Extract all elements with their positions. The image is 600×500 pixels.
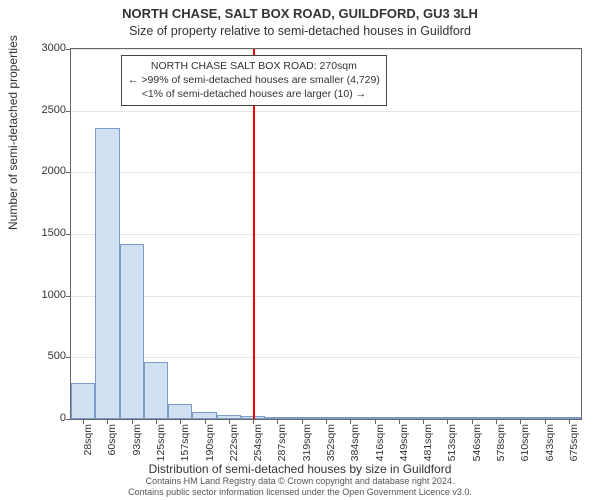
ytick-mark	[66, 172, 71, 173]
ytick-mark	[66, 49, 71, 50]
ytick-mark	[66, 111, 71, 112]
callout-line: ← >99% of semi-detached houses are small…	[128, 73, 380, 87]
histogram-bar	[120, 244, 144, 419]
ytick-mark	[66, 296, 71, 297]
ytick-label: 1500	[16, 227, 66, 239]
y-axis-label: Number of semi-detached properties	[6, 35, 20, 230]
ytick-label: 1000	[16, 289, 66, 301]
gridline	[71, 234, 581, 235]
gridline	[71, 49, 581, 50]
gridline	[71, 111, 581, 112]
ytick-mark	[66, 234, 71, 235]
ytick-label: 2000	[16, 165, 66, 177]
marker-callout: NORTH CHASE SALT BOX ROAD: 270sqm← >99% …	[121, 55, 387, 106]
footer-line-2: Contains public sector information licen…	[0, 487, 600, 498]
ytick-mark	[66, 357, 71, 358]
callout-line: <1% of semi-detached houses are larger (…	[128, 87, 380, 101]
histogram-bar	[144, 362, 168, 419]
histogram-bar	[168, 404, 192, 419]
ytick-label: 500	[16, 350, 66, 362]
chart-title-sub: Size of property relative to semi-detach…	[0, 24, 600, 38]
footer-attribution: Contains HM Land Registry data © Crown c…	[0, 476, 600, 498]
ytick-mark	[66, 419, 71, 420]
gridline	[71, 357, 581, 358]
histogram-bar	[71, 383, 95, 419]
gridline	[71, 172, 581, 173]
x-axis-label: Distribution of semi-detached houses by …	[0, 462, 600, 476]
footer-line-1: Contains HM Land Registry data © Crown c…	[0, 476, 600, 487]
plot-area: NORTH CHASE SALT BOX ROAD: 270sqm← >99% …	[70, 48, 582, 420]
chart-title-main: NORTH CHASE, SALT BOX ROAD, GUILDFORD, G…	[0, 6, 600, 21]
ytick-label: 3000	[16, 42, 66, 54]
ytick-label: 0	[16, 412, 66, 424]
histogram-bar	[192, 412, 216, 419]
ytick-label: 2500	[16, 104, 66, 116]
histogram-bar	[95, 128, 119, 419]
chart-container: NORTH CHASE, SALT BOX ROAD, GUILDFORD, G…	[0, 0, 600, 500]
callout-line: NORTH CHASE SALT BOX ROAD: 270sqm	[128, 59, 380, 73]
gridline	[71, 296, 581, 297]
